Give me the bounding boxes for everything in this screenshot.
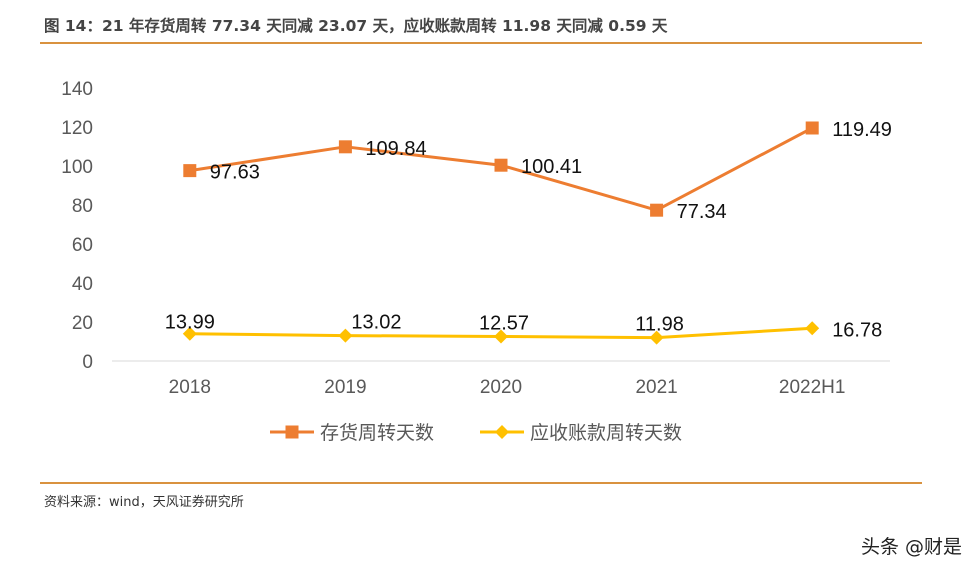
y-axis-ticks: 0 20 40 60 80 100 120 140 [61,79,93,373]
data-point-diamond [182,326,197,341]
data-point-square [650,203,664,217]
data-point-square [183,164,197,178]
data-label: 13.99 [165,312,215,334]
legend-label-receivables: 应收账款周转天数 [530,422,682,444]
source-note: 资料来源：wind，天风证券研究所 [44,495,244,510]
y-tick-label: 100 [61,157,93,178]
watermark-text: 头条 @财是 [860,536,962,558]
legend: 存货周转天数 应收账款周转天数 [270,422,682,444]
data-point-square [338,140,352,154]
y-tick-label: 0 [82,352,93,373]
y-tick-label: 80 [72,196,93,217]
data-point-diamond [494,329,508,344]
data-point-square [494,158,508,172]
data-label: 11.98 [635,314,684,336]
x-axis-ticks: 2018 2019 2020 2021 2022H1 [169,377,846,398]
data-point-diamond [805,321,820,336]
x-tick-label: 2018 [169,377,211,398]
data-label: 97.63 [210,162,260,184]
x-tick-label: 2019 [324,377,366,398]
y-tick-label: 120 [61,118,93,139]
legend-marker-square [285,425,299,439]
figure-title: 图 14：21 年存货周转 77.34 天同减 23.07 天，应收账款周转 1… [44,17,668,35]
legend-label-inventory: 存货周转天数 [320,422,434,444]
data-point-diamond [649,330,664,345]
data-label: 16.78 [832,319,882,341]
x-tick-label: 2022H1 [779,377,846,398]
data-label: 109.84 [365,138,426,160]
source-divider [40,482,922,484]
data-label: 100.41 [521,156,582,178]
series-layer: 97.63 109.84 100.41 77.34 119.49 13.99 13.02 12… [165,119,892,345]
y-tick-label: 20 [72,313,93,334]
y-tick-label: 40 [72,274,93,295]
y-tick-label: 140 [61,79,93,100]
y-tick-label: 60 [72,235,93,256]
data-label: 119.49 [832,119,892,141]
legend-marker-diamond [495,425,509,439]
line-chart: 0 20 40 60 80 100 120 140 2018 2019 2020 2021 2022H… [61,79,892,444]
x-tick-label: 2021 [635,377,677,398]
data-point-diamond [338,328,353,343]
data-point-square [805,121,819,135]
title-divider [40,42,922,44]
data-label: 77.34 [677,201,727,223]
data-label: 13.02 [351,312,401,334]
x-tick-label: 2020 [480,377,522,398]
data-label: 12.57 [479,312,529,334]
